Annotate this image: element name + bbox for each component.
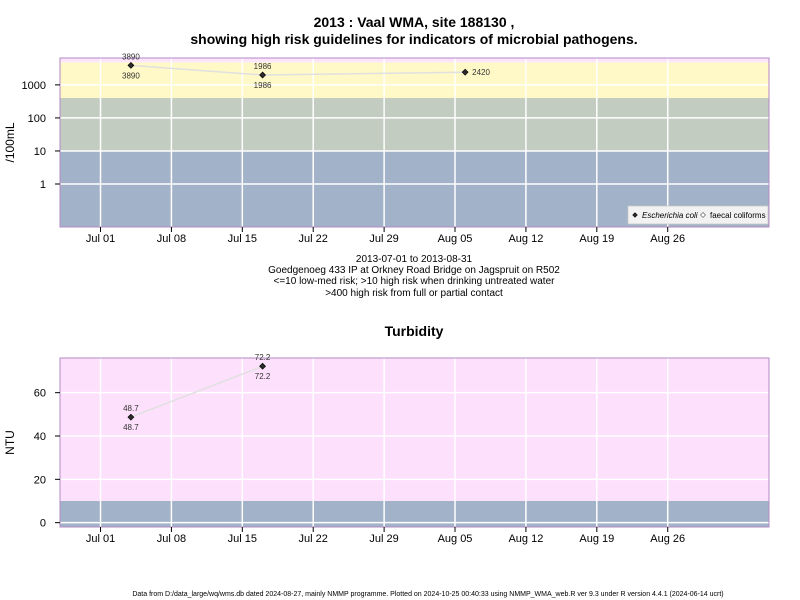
y-tick-label: 10 [34,146,46,158]
risk-band-4 [60,58,769,63]
y-axis-label: /100mL [3,122,17,162]
x-tick-label: Jul 08 [157,233,186,245]
y-tick-label: 60 [34,388,46,400]
subtitle-line-2: Goedgenoeg 433 IP at Orkney Road Bridge … [268,265,560,276]
legend-marker-faecal [700,212,706,218]
legend-label-faecal: faecal coliforms [710,211,766,220]
y-tick-label: 20 [34,474,46,486]
x-tick-label: Jul 29 [369,533,398,545]
footer-note: Data from D:/data_large/wq/wms.db dated … [132,591,723,598]
x-tick-label: Jul 15 [228,233,257,245]
y-tick-label: 1000 [22,80,46,92]
data-point [259,362,266,370]
x-tick-label: Aug 05 [438,233,473,245]
data-label-above: 1986 [254,62,272,71]
data-label-above: 48.7 [123,404,139,413]
main-title-line1: 2013 : Vaal WMA, site 188130 , [314,14,515,30]
x-tick-label: Jul 22 [299,533,328,545]
subtitle-line-4: >400 high risk from full or partial cont… [325,288,503,299]
y-tick-label: 40 [34,431,46,443]
x-tick-label: Jul 01 [86,233,115,245]
main-title-line2: showing high risk guidelines for indicat… [190,31,637,47]
x-tick-label: Jul 15 [228,533,257,545]
y-tick-label: 100 [28,113,46,125]
data-label-below: 72.2 [255,372,271,381]
data-label: 2420 [472,68,490,77]
data-label-above: 72.2 [255,353,271,362]
plot-border [59,57,770,228]
data-point [127,413,135,421]
plot-border [59,357,770,528]
x-tick-label: Jul 29 [369,233,398,245]
x-tick-label: Aug 19 [579,233,614,245]
data-label-below: 48.7 [123,423,139,432]
legend-marker-ecoli [632,212,638,218]
risk-band-2 [60,98,769,151]
data-label-below: 3890 [122,71,140,80]
microbial-chart: Jul 01 Jul 08 Jul 15 Jul 22 Jul 29 Aug 05 Aug … [3,52,770,245]
data-label-below: 1986 [254,81,272,90]
subtitle-line-3: <=10 low-med risk; >10 high risk when dr… [274,276,556,287]
legend-label-ecoli: Escherichia coli [642,211,698,220]
x-tick-label: Aug 12 [508,233,543,245]
y-tick-label: 1 [40,179,46,191]
risk-band-2 [60,358,769,501]
data-point [127,61,135,69]
y-axis-label: NTU [3,430,17,455]
x-tick-label: Aug 05 [438,533,473,545]
x-tick-label: Aug 26 [650,233,685,245]
data-point [461,68,469,76]
turbidity-chart: Jul 01 Jul 08 Jul 15 Jul 22 Jul 29 Aug 05 Aug … [3,353,770,545]
x-tick-label: Jul 22 [299,233,328,245]
legend-box [627,205,769,225]
subtitle-line-1: 2013-07-01 to 2013-08-31 [356,254,473,265]
y-tick-label: 0 [40,518,46,530]
x-tick-label: Aug 19 [579,533,614,545]
turbidity-title: Turbidity [385,323,444,339]
data-point [259,71,266,79]
x-tick-label: Jul 08 [157,533,186,545]
x-tick-label: Aug 12 [508,533,543,545]
series-line [130,365,263,418]
x-tick-label: Aug 26 [650,533,685,545]
x-tick-label: Jul 01 [86,533,115,545]
data-label-above: 3890 [122,52,140,61]
